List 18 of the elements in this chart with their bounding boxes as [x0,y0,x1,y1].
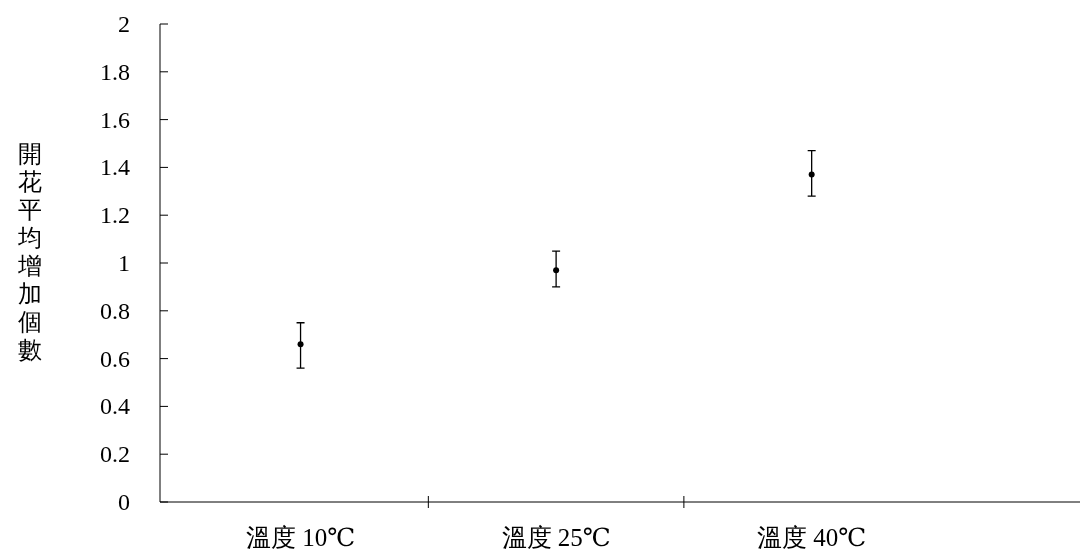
y-tick-label: 1.4 [100,154,130,181]
y-tick-label: 0 [118,489,130,515]
y-tick-label: 0.2 [100,441,130,468]
point [808,171,815,178]
point [553,267,560,274]
y-tick-label: 1.6 [100,106,130,133]
x-tick-label: 溫度 10℃ [245,524,356,551]
y-tick-label: 0.8 [100,297,130,324]
point [297,341,304,348]
x-tick-label: 溫度 40℃ [757,524,867,551]
x-tick-label: 溫度 25℃ [501,524,611,551]
y-tick-label: 1.2 [100,202,130,229]
y-axis-title: 開花平均增加個數 [17,140,42,364]
y-tick-label: 2 [118,11,130,37]
y-tick-label: 1 [118,250,130,276]
y-tick-label: 0.4 [100,393,130,420]
y-tick-label: 1.8 [100,58,130,85]
y-tick-label: 0.6 [100,345,130,372]
